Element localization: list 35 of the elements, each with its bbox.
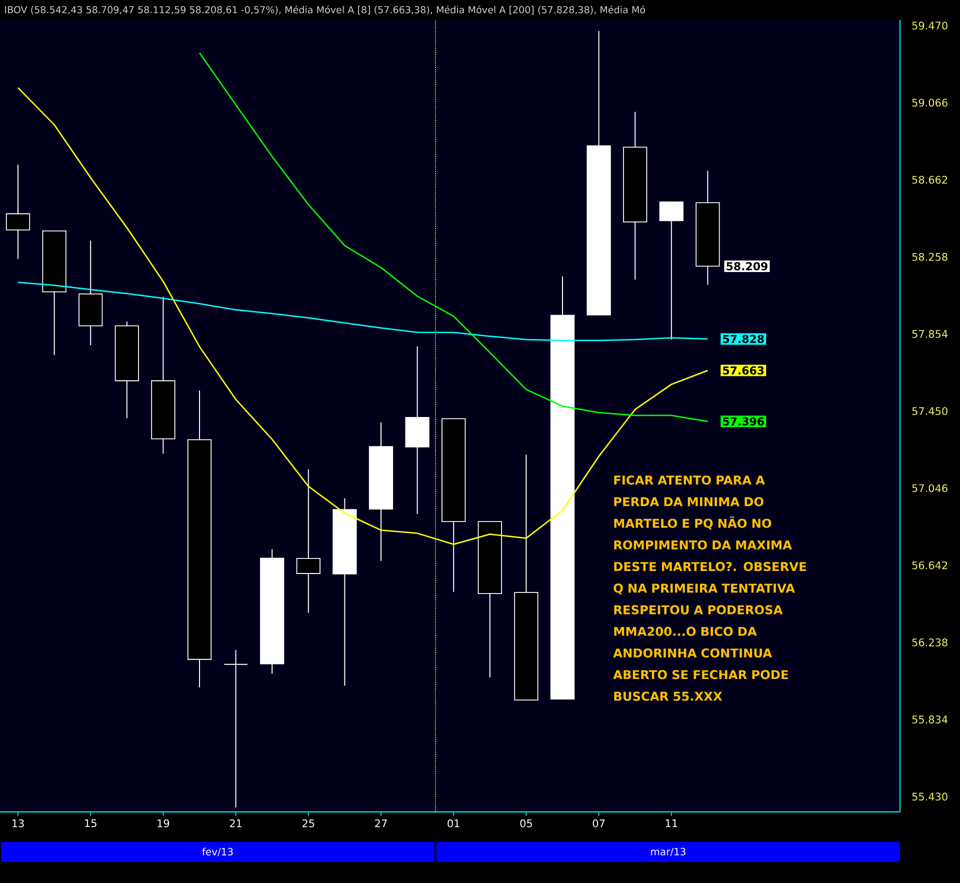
y-tick-label: 58.662	[912, 176, 948, 184]
data-label: 57.396	[723, 417, 764, 426]
x-tick-label: 19	[158, 819, 170, 828]
y-tick-label: 56.238	[912, 638, 948, 646]
y-tick-label: 57.854	[912, 330, 948, 338]
y-tick-label: 55.430	[912, 792, 948, 801]
x-tick-label: 01	[448, 819, 460, 828]
y-tick-label: 57.046	[912, 484, 948, 492]
x-tick-label: 15	[85, 819, 96, 828]
y-tick-label: 55.834	[912, 716, 948, 724]
x-tick-label: 21	[230, 819, 242, 828]
x-tick-label: 13	[12, 819, 24, 828]
text: 58.209	[726, 262, 768, 270]
line-series	[198, 52, 708, 422]
x-tick-label: 05	[520, 819, 532, 828]
x-tick-label: 25	[302, 819, 314, 828]
line-series	[17, 282, 708, 342]
y-tick-label: 57.450	[912, 407, 948, 416]
y-tick-label: 58.258	[912, 252, 948, 261]
x-tick-label: 11	[666, 819, 678, 828]
y-tick-label: 56.642	[912, 561, 948, 570]
candlestick	[296, 468, 320, 614]
x-tick-label: 07	[592, 819, 605, 828]
text: mar/13	[651, 848, 686, 856]
text: fev/13	[202, 848, 233, 856]
candlestick	[659, 200, 684, 340]
text: FICAR ATENTO PARA A PERDA DA MINIMA DO MARTELO E PQ NÃO NO ROMPIMENTO DA MAXIMA DESTE MARTELO?. OBSERVE Q NA PRIMEIRA TENTATIVA RESPEITOU A PODEROSA MMA200...O BICO DA ANDORINHA CONTINUA ABERTO SE FECHAR PODE BUSCAR 55.XXX	[613, 475, 806, 701]
data-label: 57.663	[723, 366, 764, 375]
y-tick-label: 59.470	[912, 22, 948, 30]
candlestick	[224, 650, 248, 808]
chart-title: IBOV (58.542,43 58.709,47 58.112,59 58.208,61 -0,57%), Média Móvel A [8] (57.663,38), Média Móvel A [200] (57.828,38), Média Mó	[5, 6, 646, 14]
y-tick-label: 59.066	[912, 98, 948, 107]
candlestick	[6, 164, 30, 260]
data-label: 57.828	[723, 334, 764, 344]
x-tick-label: 27	[375, 819, 387, 828]
